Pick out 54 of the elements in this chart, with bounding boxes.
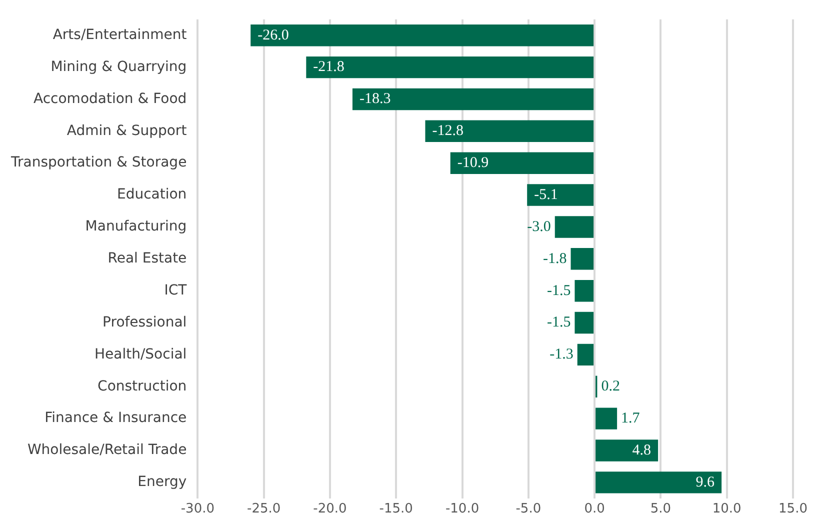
data-label: -1.5 xyxy=(546,282,571,299)
x-tick-label: -20.0 xyxy=(313,502,347,517)
y-tick-label: Professional xyxy=(102,314,187,330)
x-tick-label: 10.0 xyxy=(712,502,742,517)
y-tick-label: Manufacturing xyxy=(85,218,187,235)
x-tick-label: -25.0 xyxy=(247,502,281,517)
data-label: -21.8 xyxy=(313,59,344,76)
data-label: -12.8 xyxy=(432,123,464,140)
data-label: -1.8 xyxy=(543,250,567,267)
data-label: -1.3 xyxy=(550,346,574,363)
bar xyxy=(527,184,594,206)
bar xyxy=(352,88,594,110)
x-tick-label: -30.0 xyxy=(180,502,215,517)
bar xyxy=(596,440,658,462)
bar xyxy=(250,24,594,46)
y-tick-label: Mining & Quarrying xyxy=(50,58,187,75)
x-tick-label: 5.0 xyxy=(650,502,672,517)
x-tick-label: 0.0 xyxy=(584,502,605,517)
y-tick-label: Finance & Insurance xyxy=(44,410,187,426)
y-tick-label: Real Estate xyxy=(108,250,187,267)
y-tick-label: ICT xyxy=(164,282,188,298)
bar xyxy=(574,280,594,302)
bar xyxy=(425,120,594,142)
y-tick-label: Accomodation & Food xyxy=(34,90,187,107)
data-label: 1.7 xyxy=(621,410,640,427)
data-label: -5.1 xyxy=(534,186,558,203)
bar xyxy=(570,248,594,270)
x-tick-label: -15.0 xyxy=(379,502,413,517)
bar xyxy=(574,312,594,334)
data-label: -18.3 xyxy=(359,91,391,108)
bar xyxy=(596,408,618,430)
data-label: 4.8 xyxy=(632,442,652,458)
x-tick-label: -10.0 xyxy=(445,502,480,517)
y-tick-label: Construction xyxy=(98,378,187,394)
y-tick-label: Education xyxy=(116,186,187,203)
y-tick-label: Arts/Entertainment xyxy=(52,27,188,44)
bar xyxy=(450,152,594,174)
bar xyxy=(577,344,594,366)
y-tick-label: Transportation & Storage xyxy=(10,154,187,171)
data-label: -10.9 xyxy=(457,155,489,172)
x-tick-label: -5.0 xyxy=(516,502,542,517)
data-label: 0.2 xyxy=(601,378,620,395)
x-tick-label: 15.0 xyxy=(778,502,808,517)
data-label: -1.5 xyxy=(546,314,571,331)
data-label: -3.0 xyxy=(527,218,551,235)
y-tick-label: Health/Social xyxy=(94,346,187,362)
bar xyxy=(554,216,594,238)
bar xyxy=(306,56,594,78)
data-label: -26.0 xyxy=(258,27,289,44)
y-tick-label: Admin & Support xyxy=(66,122,188,139)
data-label: 9.6 xyxy=(696,474,716,490)
bar xyxy=(596,472,722,494)
y-tick-label: Energy xyxy=(138,474,187,490)
y-tick-label: Wholesale/Retail Trade xyxy=(27,442,187,458)
